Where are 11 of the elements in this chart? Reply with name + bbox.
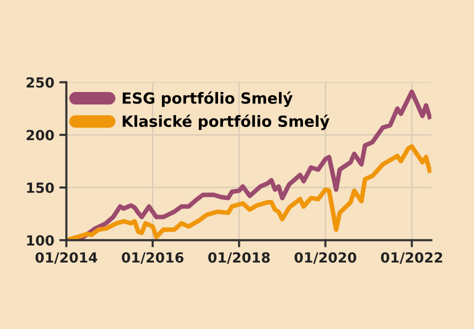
y-tick-label: 200 xyxy=(26,130,54,140)
y-tick-label: 100 xyxy=(27,235,54,246)
legend-label: Klasické portfólio Smelý xyxy=(122,114,330,130)
x-tick-label: 01/2022 xyxy=(380,252,442,264)
x-tick-label: 01/2016 xyxy=(122,252,184,264)
x-tick-label: 01/2014 xyxy=(35,252,98,264)
y-tick-label: 250 xyxy=(26,77,54,88)
legend-label: ESG portfólio Smelý xyxy=(122,91,293,107)
x-tick-label: 01/2018 xyxy=(208,252,270,264)
y-tick-label: 150 xyxy=(27,182,54,194)
x-tick-label: 01/2020 xyxy=(294,252,356,264)
